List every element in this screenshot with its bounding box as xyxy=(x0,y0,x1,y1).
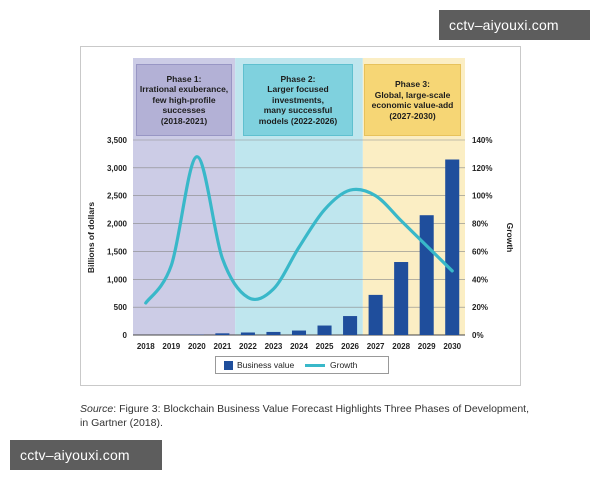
x-tick-label: 2026 xyxy=(341,342,359,351)
x-tick-label: 2027 xyxy=(367,342,385,351)
phase-1-label: Phase 1: Irrational exuberance, few high… xyxy=(139,73,229,126)
y2-tick-label: 80% xyxy=(472,220,488,229)
x-tick-label: 2020 xyxy=(188,342,206,351)
y2-tick-label: 100% xyxy=(472,192,492,201)
chart-legend: Business value Growth xyxy=(215,356,389,374)
phase-2-label: Phase 2: Larger focused investments, man… xyxy=(258,73,338,126)
y2-tick-label: 140% xyxy=(472,136,492,145)
bar-2028 xyxy=(394,262,409,335)
x-tick-label: 2030 xyxy=(443,342,461,351)
watermark-top: cctv–aiyouxi.com xyxy=(439,10,590,40)
phase-3-box: Phase 3: Global, large-scale economic va… xyxy=(364,64,461,136)
legend-line-label: Growth xyxy=(330,360,358,370)
bar-2021 xyxy=(215,333,230,335)
x-tick-label: 2023 xyxy=(265,342,283,351)
bar-2024 xyxy=(291,330,307,335)
bar-2029 xyxy=(419,215,434,335)
y-tick-label: 1,500 xyxy=(107,247,128,256)
watermark-bottom: cctv–aiyouxi.com xyxy=(10,440,162,470)
y-tick-label: 1,000 xyxy=(107,275,128,284)
y-tick-label: 0 xyxy=(123,331,128,340)
x-tick-label: 2018 xyxy=(137,342,155,351)
bar-2027 xyxy=(368,294,383,335)
y-tick-label: 3,000 xyxy=(107,164,128,173)
x-tick-label: 2028 xyxy=(392,342,410,351)
caption-text: : Figure 3: Blockchain Business Value Fo… xyxy=(80,403,530,429)
caption-source-label: Source xyxy=(80,403,114,415)
x-tick-label: 2029 xyxy=(418,342,436,351)
x-tick-label: 2024 xyxy=(290,342,308,351)
bar-2025 xyxy=(317,325,332,335)
y-axis-title: Billions of dollars xyxy=(86,202,96,274)
y-tick-label: 500 xyxy=(114,303,128,312)
y2-tick-label: 120% xyxy=(472,164,492,173)
figure-caption: Source: Figure 3: Blockchain Business Va… xyxy=(80,402,530,430)
phase-3-label: Phase 3: Global, large-scale economic va… xyxy=(371,79,454,121)
y-tick-label: 2,500 xyxy=(107,192,128,201)
legend-bar-label: Business value xyxy=(237,360,295,370)
y2-tick-label: 40% xyxy=(472,275,488,284)
bar-2030 xyxy=(445,159,460,335)
bar-2026 xyxy=(343,316,358,335)
phase-1-box: Phase 1: Irrational exuberance, few high… xyxy=(136,64,232,136)
y2-tick-label: 0% xyxy=(472,331,484,340)
phase-2-box: Phase 2: Larger focused investments, man… xyxy=(243,64,353,136)
y2-axis-title: Growth xyxy=(505,223,515,253)
y2-tick-label: 60% xyxy=(472,247,488,256)
x-tick-label: 2021 xyxy=(213,342,231,351)
y-tick-label: 2,000 xyxy=(107,220,128,229)
x-tick-label: 2025 xyxy=(316,342,334,351)
legend-line-swatch xyxy=(305,364,325,367)
y-tick-label: 3,500 xyxy=(107,136,128,145)
legend-bar-swatch xyxy=(224,361,233,370)
x-tick-label: 2019 xyxy=(162,342,180,351)
x-tick-label: 2022 xyxy=(239,342,257,351)
y2-tick-label: 20% xyxy=(472,303,488,312)
bar-2022 xyxy=(240,332,255,335)
bar-2023 xyxy=(266,331,281,335)
